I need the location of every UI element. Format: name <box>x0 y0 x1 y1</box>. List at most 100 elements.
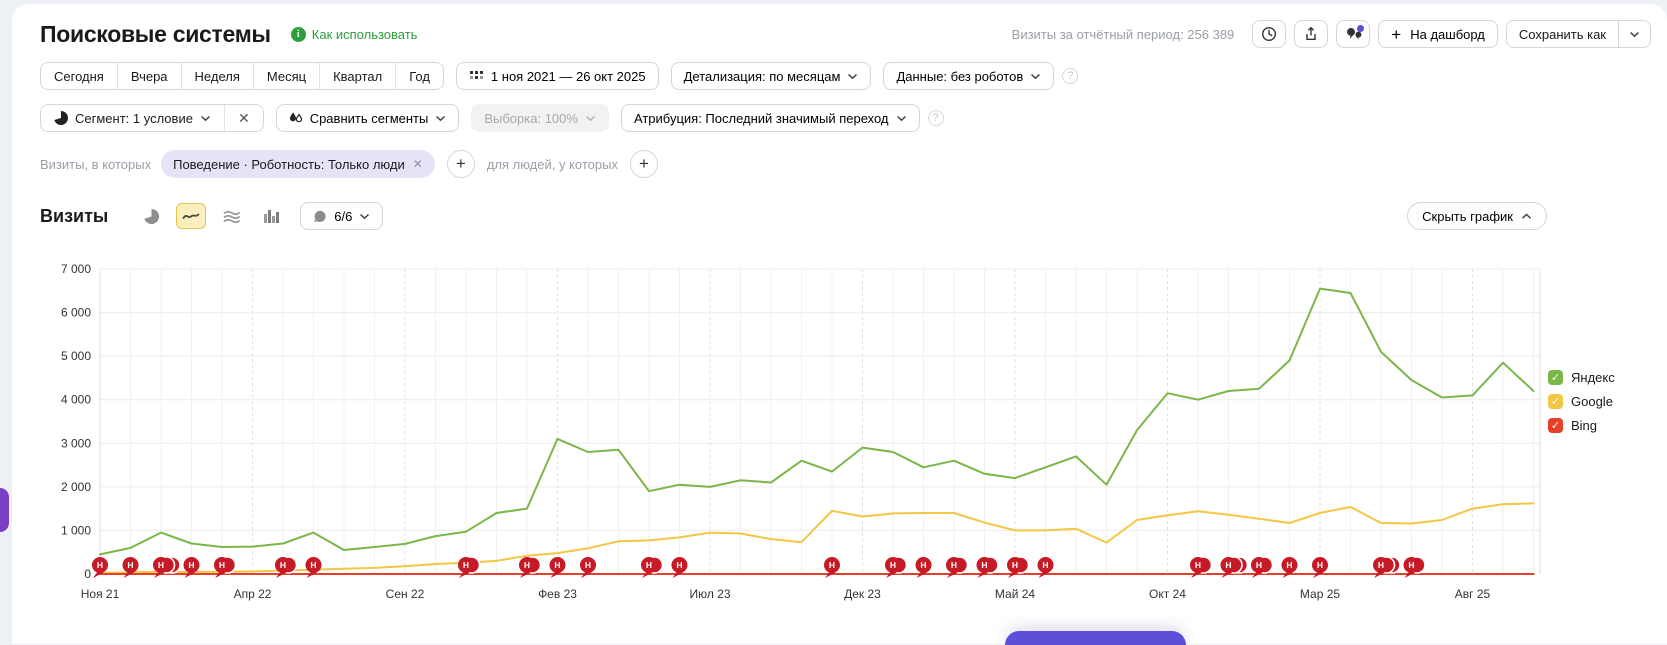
svg-text:Мар 25: Мар 25 <box>1300 587 1340 601</box>
svg-text:Н: Н <box>1225 560 1231 570</box>
area-chart-icon <box>223 210 240 223</box>
svg-text:Н: Н <box>188 560 194 570</box>
chart-area: 0 1 000 2 000 3 000 4 000 5 000 6 000 7 000 Ноя … <box>12 240 1667 612</box>
attribution-dropdown[interactable]: Атрибуция: Последний значимый переход <box>620 104 920 132</box>
svg-text:Н: Н <box>981 560 987 570</box>
data-mode-dropdown[interactable]: Данные: без роботов <box>883 62 1055 90</box>
legend-label: Google <box>1571 394 1613 409</box>
pie-view-button[interactable] <box>136 203 166 229</box>
svg-text:Н: Н <box>463 560 469 570</box>
save-as-menu-button[interactable] <box>1618 21 1650 47</box>
svg-text:Н: Н <box>97 560 103 570</box>
svg-text:Н: Н <box>1012 560 1018 570</box>
segment-clear-button[interactable]: ✕ <box>223 105 263 131</box>
svg-text:5 000: 5 000 <box>61 349 91 363</box>
how-to-use-label: Как использовать <box>311 26 418 42</box>
notification-dot <box>1357 25 1365 32</box>
sample-dropdown[interactable]: Выборка: 100% <box>471 104 609 132</box>
report-card: Поисковые системы i Как использовать Виз… <box>12 4 1667 644</box>
period-button-5[interactable]: Год <box>395 63 443 89</box>
add-visit-filter-button[interactable]: + <box>446 150 475 178</box>
save-as-button[interactable]: Сохранить как <box>1506 21 1618 47</box>
legend-checkbox-icon[interactable]: ✓ <box>1548 418 1563 433</box>
period-button-4[interactable]: Квартал <box>319 63 396 89</box>
svg-text:Авг 25: Авг 25 <box>1455 587 1491 601</box>
report-header: Поисковые системы i Как использовать Виз… <box>40 20 1651 48</box>
legend-item-1[interactable]: ✓ Google <box>1548 394 1615 409</box>
add-people-filter-button[interactable]: + <box>630 150 658 178</box>
detail-dropdown[interactable]: Детализация: по месяцам <box>670 62 872 90</box>
plus-icon: + <box>1391 24 1402 44</box>
segment-group: Сегмент: 1 условие ✕ <box>40 104 264 132</box>
svg-text:Н: Н <box>1408 560 1414 570</box>
chevron-down-icon <box>200 115 210 121</box>
pie-chart-icon <box>144 208 159 224</box>
hide-chart-button[interactable]: Скрыть график <box>1407 202 1547 230</box>
info-icon: i <box>290 26 306 42</box>
legend-checkbox-icon[interactable]: ✓ <box>1548 394 1563 409</box>
line-chart-icon <box>182 213 200 219</box>
svg-text:Ноя 21: Ноя 21 <box>81 587 120 601</box>
chevron-down-icon <box>436 115 446 121</box>
svg-text:Н: Н <box>1317 560 1323 570</box>
period-toolbar: Сегодня Вчера Неделя Месяц Квартал Год 1 ноя … <box>40 62 1651 90</box>
svg-text:3 000: 3 000 <box>61 436 91 450</box>
svg-text:Н: Н <box>524 560 530 570</box>
segment-dropdown[interactable]: Сегмент: 1 условие <box>41 105 224 131</box>
period-button-2[interactable]: Неделя <box>180 63 253 89</box>
svg-text:Н: Н <box>829 560 835 570</box>
how-to-use-link[interactable]: i Как использовать <box>290 26 418 42</box>
annotations-dropdown[interactable]: 6/6 <box>300 202 384 230</box>
metric-title: Визиты <box>40 205 109 226</box>
svg-text:Июл 23: Июл 23 <box>689 587 730 601</box>
svg-text:Фев 23: Фев 23 <box>538 587 577 601</box>
chart-toolbar: Визиты <box>40 202 1651 230</box>
help-icon[interactable]: ? <box>1062 68 1079 84</box>
legend-item-0[interactable]: ✓ Яндекс <box>1548 370 1615 385</box>
legend-label: Яндекс <box>1571 370 1615 385</box>
close-icon[interactable]: ✕ <box>412 157 423 171</box>
period-button-group: Сегодня Вчера Неделя Месяц Квартал Год <box>40 62 444 90</box>
svg-text:2 000: 2 000 <box>61 480 91 494</box>
segment-pie-icon <box>54 111 68 125</box>
history-button[interactable] <box>1252 20 1287 48</box>
comment-bubble-icon <box>314 210 326 222</box>
period-button-0[interactable]: Сегодня <box>41 63 117 89</box>
chevron-down-icon <box>896 115 906 121</box>
area-view-button[interactable] <box>216 203 246 229</box>
export-icon <box>1306 26 1316 40</box>
line-view-button[interactable] <box>176 203 207 229</box>
date-range-button[interactable]: 1 ноя 2021 — 26 окт 2025 <box>455 62 659 90</box>
chat-icon <box>1346 27 1362 40</box>
svg-text:Н: Н <box>951 560 957 570</box>
period-visits-total: Визиты за отчётный период: 256 389 <box>1011 26 1235 42</box>
filters-bar: Визиты, в которых Поведение · Роботность… <box>40 150 1651 178</box>
svg-text:Н: Н <box>310 560 316 570</box>
svg-text:Н: Н <box>1195 560 1201 570</box>
export-button[interactable] <box>1294 20 1329 48</box>
chevron-down-icon <box>360 213 370 219</box>
svg-text:Окт 24: Окт 24 <box>1149 587 1186 601</box>
calendar-grid-icon <box>469 71 483 79</box>
chevron-down-icon <box>1629 31 1640 37</box>
chevron-down-icon <box>1031 73 1041 79</box>
period-button-1[interactable]: Вчера <box>116 63 181 89</box>
chevron-down-icon <box>585 115 595 121</box>
legend-checkbox-icon[interactable]: ✓ <box>1548 370 1563 385</box>
filter-chip-robots[interactable]: Поведение · Роботность: Только люди ✕ <box>161 150 435 178</box>
visits-chart[interactable]: 0 1 000 2 000 3 000 4 000 5 000 6 000 7 000 Ноя … <box>12 240 1667 612</box>
comments-button[interactable] <box>1336 20 1371 48</box>
chevron-up-icon <box>1521 212 1532 219</box>
side-panel-handle[interactable] <box>0 488 9 532</box>
svg-text:Сен 22: Сен 22 <box>386 587 425 601</box>
bottom-action-button[interactable] <box>1005 631 1186 645</box>
help-icon[interactable]: ? <box>927 110 944 126</box>
legend-item-2[interactable]: ✓ Bing <box>1548 418 1615 433</box>
add-to-dashboard-button[interactable]: + На дашборд <box>1378 20 1498 48</box>
period-button-3[interactable]: Месяц <box>252 63 320 89</box>
people-filter-label: для людей, у которых <box>486 156 618 172</box>
svg-text:Н: Н <box>158 560 164 570</box>
columns-view-button[interactable] <box>256 203 286 229</box>
svg-text:Н: Н <box>890 560 896 570</box>
compare-segments-dropdown[interactable]: Сравнить сегменты <box>275 104 460 132</box>
